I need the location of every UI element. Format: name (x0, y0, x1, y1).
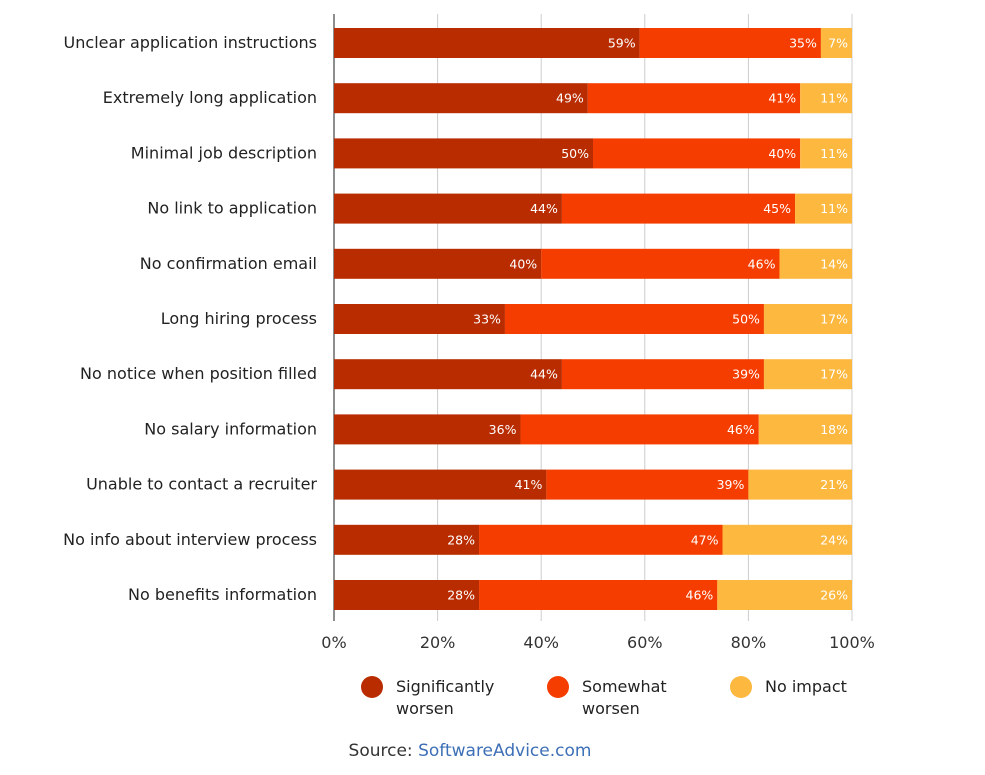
data-label: 41% (768, 91, 796, 106)
bar-segment (334, 304, 505, 334)
bar-segment (334, 414, 521, 445)
bar-segment (561, 359, 764, 390)
data-label: 44% (530, 367, 558, 382)
bar-segment (334, 469, 547, 500)
data-label: 40% (509, 256, 537, 271)
bar-segment (779, 248, 852, 279)
source-note: Source: SoftwareAdvice.com (0, 741, 940, 761)
x-tick-label: 0% (321, 633, 346, 652)
bar-segment (479, 524, 723, 555)
data-label: 59% (608, 36, 636, 51)
bar-segment (820, 28, 852, 58)
bar-segment (334, 580, 480, 610)
data-label: 11% (820, 91, 848, 106)
data-label: 7% (828, 36, 848, 51)
category-label: Unable to contact a recruiter (86, 475, 317, 494)
category-label: No salary information (144, 419, 317, 438)
bar-segment (504, 304, 764, 334)
bar-segment (800, 83, 852, 114)
legend-label: worsen (396, 699, 454, 718)
data-label: 46% (686, 588, 714, 603)
bar-segment (717, 580, 852, 610)
category-label: Unclear application instructions (64, 33, 317, 52)
data-label: 11% (820, 146, 848, 161)
bar-segment (561, 193, 796, 224)
legend-marker (361, 676, 383, 698)
data-label: 21% (820, 477, 848, 492)
category-label: No link to application (147, 199, 317, 218)
bar-segment (334, 248, 542, 279)
bar-segment (639, 28, 821, 58)
data-label: 47% (691, 532, 719, 547)
category-label: Long hiring process (161, 309, 317, 328)
bar-segment (795, 193, 852, 224)
bar-segment (334, 524, 480, 555)
category-label: No info about interview process (63, 530, 317, 549)
data-label: 36% (489, 422, 517, 437)
data-label: 50% (561, 146, 589, 161)
legend: Significantly worsen Somewhat worsen No impa… (361, 676, 847, 718)
legend-label: Significantly (396, 677, 494, 696)
bar-segment (334, 193, 562, 224)
data-label: 35% (789, 36, 817, 51)
bar-segment (758, 414, 852, 445)
data-label: 41% (515, 477, 543, 492)
x-tick-label: 60% (627, 633, 663, 652)
source-link[interactable]: SoftwareAdvice.com (418, 741, 592, 761)
data-label: 33% (473, 312, 501, 327)
data-label: 17% (820, 367, 848, 382)
bar-segment (479, 580, 718, 610)
legend-label: worsen (582, 699, 640, 718)
bar-segment (763, 359, 852, 390)
legend-marker (730, 676, 752, 698)
category-label: No notice when position filled (80, 364, 317, 383)
data-label: 11% (820, 201, 848, 216)
data-label: 28% (447, 588, 475, 603)
data-label: 45% (763, 201, 791, 216)
bar-segment (587, 83, 801, 114)
data-label: 44% (530, 201, 558, 216)
data-label: 18% (820, 422, 848, 437)
legend-marker (547, 676, 569, 698)
bar-segment (334, 359, 562, 390)
source-prefix: Source: (348, 741, 419, 761)
category-labels: Unclear application instructions Extremel… (63, 33, 317, 604)
data-label: 14% (820, 256, 848, 271)
bar-segment (593, 138, 801, 169)
x-tick-label: 40% (523, 633, 559, 652)
bar-segment (520, 414, 759, 445)
data-label: 26% (820, 588, 848, 603)
data-label: 40% (768, 146, 796, 161)
bar-segment (722, 524, 852, 555)
bar-segment (334, 83, 588, 114)
data-label: 24% (820, 532, 848, 547)
data-label: 17% (820, 312, 848, 327)
data-label: 39% (717, 477, 745, 492)
data-label: 46% (748, 256, 776, 271)
bar-segment (334, 138, 593, 169)
x-tick-label: 100% (829, 633, 875, 652)
data-label: 50% (732, 312, 760, 327)
x-tick-label: 20% (420, 633, 456, 652)
data-label: 46% (727, 422, 755, 437)
bar-segment (546, 469, 749, 500)
bar-segment (334, 28, 640, 58)
category-label: Extremely long application (103, 88, 317, 107)
category-label: No confirmation email (140, 254, 317, 273)
bars: 59% 35% 7% 49% 41% 11% 50% 40% 11% 44% 45% 11% 40% 46… (334, 28, 852, 610)
x-tick-label: 80% (731, 633, 767, 652)
legend-label: No impact (765, 677, 847, 696)
x-axis-ticks: 0% 20% 40% 60% 80% 100% (321, 633, 875, 652)
data-label: 39% (732, 367, 760, 382)
category-label: Minimal job description (131, 143, 317, 162)
bar-segment (748, 469, 852, 500)
bar-segment (800, 138, 852, 169)
legend-label: Somewhat (582, 677, 667, 696)
bar-segment (541, 248, 780, 279)
data-label: 49% (556, 91, 584, 106)
category-label: No benefits information (128, 585, 317, 604)
bar-segment (763, 304, 852, 334)
data-label: 28% (447, 532, 475, 547)
stacked-bar-chart: 59% 35% 7% 49% 41% 11% 50% 40% 11% 44% 45% 11% 40% 46… (63, 14, 875, 718)
